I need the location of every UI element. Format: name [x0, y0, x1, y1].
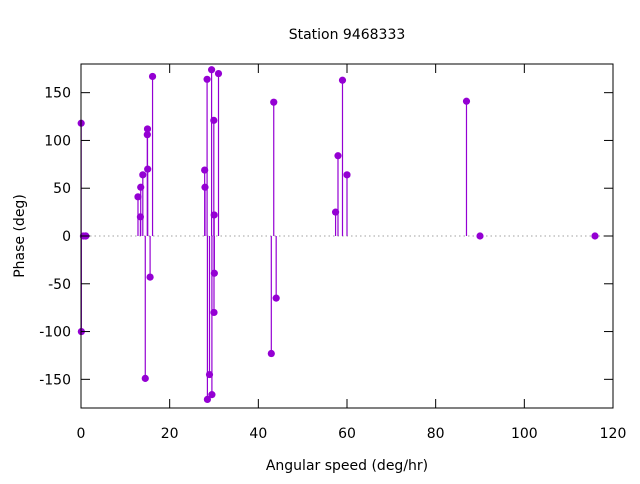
data-point [207, 66, 216, 74]
data-point [591, 232, 599, 240]
data-point [462, 97, 471, 105]
data-point [205, 370, 214, 379]
data-point [476, 232, 484, 240]
data-point [334, 152, 342, 160]
y-tick-label: 50 [53, 181, 71, 197]
y-tick-label: 150 [44, 86, 71, 102]
data-point [148, 72, 157, 81]
y-tick-label: 100 [44, 133, 71, 149]
y-tick-label: -100 [39, 325, 71, 341]
x-tick-label: 120 [600, 426, 627, 442]
x-tick-label: 60 [338, 426, 356, 442]
chart-title: Station 9468333 [289, 27, 406, 43]
x-tick-label: 0 [77, 426, 86, 442]
x-tick-label: 40 [249, 426, 267, 442]
x-tick-label: 80 [427, 426, 445, 442]
data-point [210, 308, 218, 317]
data-point [134, 193, 142, 201]
data-point [203, 395, 212, 403]
x-axis-label: Angular speed (deg/hr) [266, 458, 428, 474]
y-axis-label: Phase (deg) [12, 194, 28, 278]
data-point [270, 98, 278, 106]
data-point [210, 269, 218, 277]
data-point [143, 125, 152, 133]
data-point [146, 273, 154, 281]
data-point [208, 391, 216, 399]
x-tick-label: 100 [511, 426, 538, 442]
data-point [210, 116, 218, 124]
data-point [343, 171, 351, 179]
data-point [331, 208, 340, 216]
data-point [214, 69, 223, 78]
data-point [201, 166, 209, 174]
data-point [141, 374, 149, 382]
y-tick-label: 0 [62, 229, 71, 245]
data-point [203, 75, 211, 83]
y-tick-label: -150 [39, 372, 71, 388]
y-tick-label: -50 [48, 277, 71, 293]
data-point [139, 171, 147, 179]
data-point [210, 211, 218, 219]
x-tick-label: 20 [161, 426, 179, 442]
data-point [144, 165, 152, 173]
data-point [272, 294, 280, 302]
data-point [338, 76, 347, 84]
data-point [267, 349, 275, 358]
